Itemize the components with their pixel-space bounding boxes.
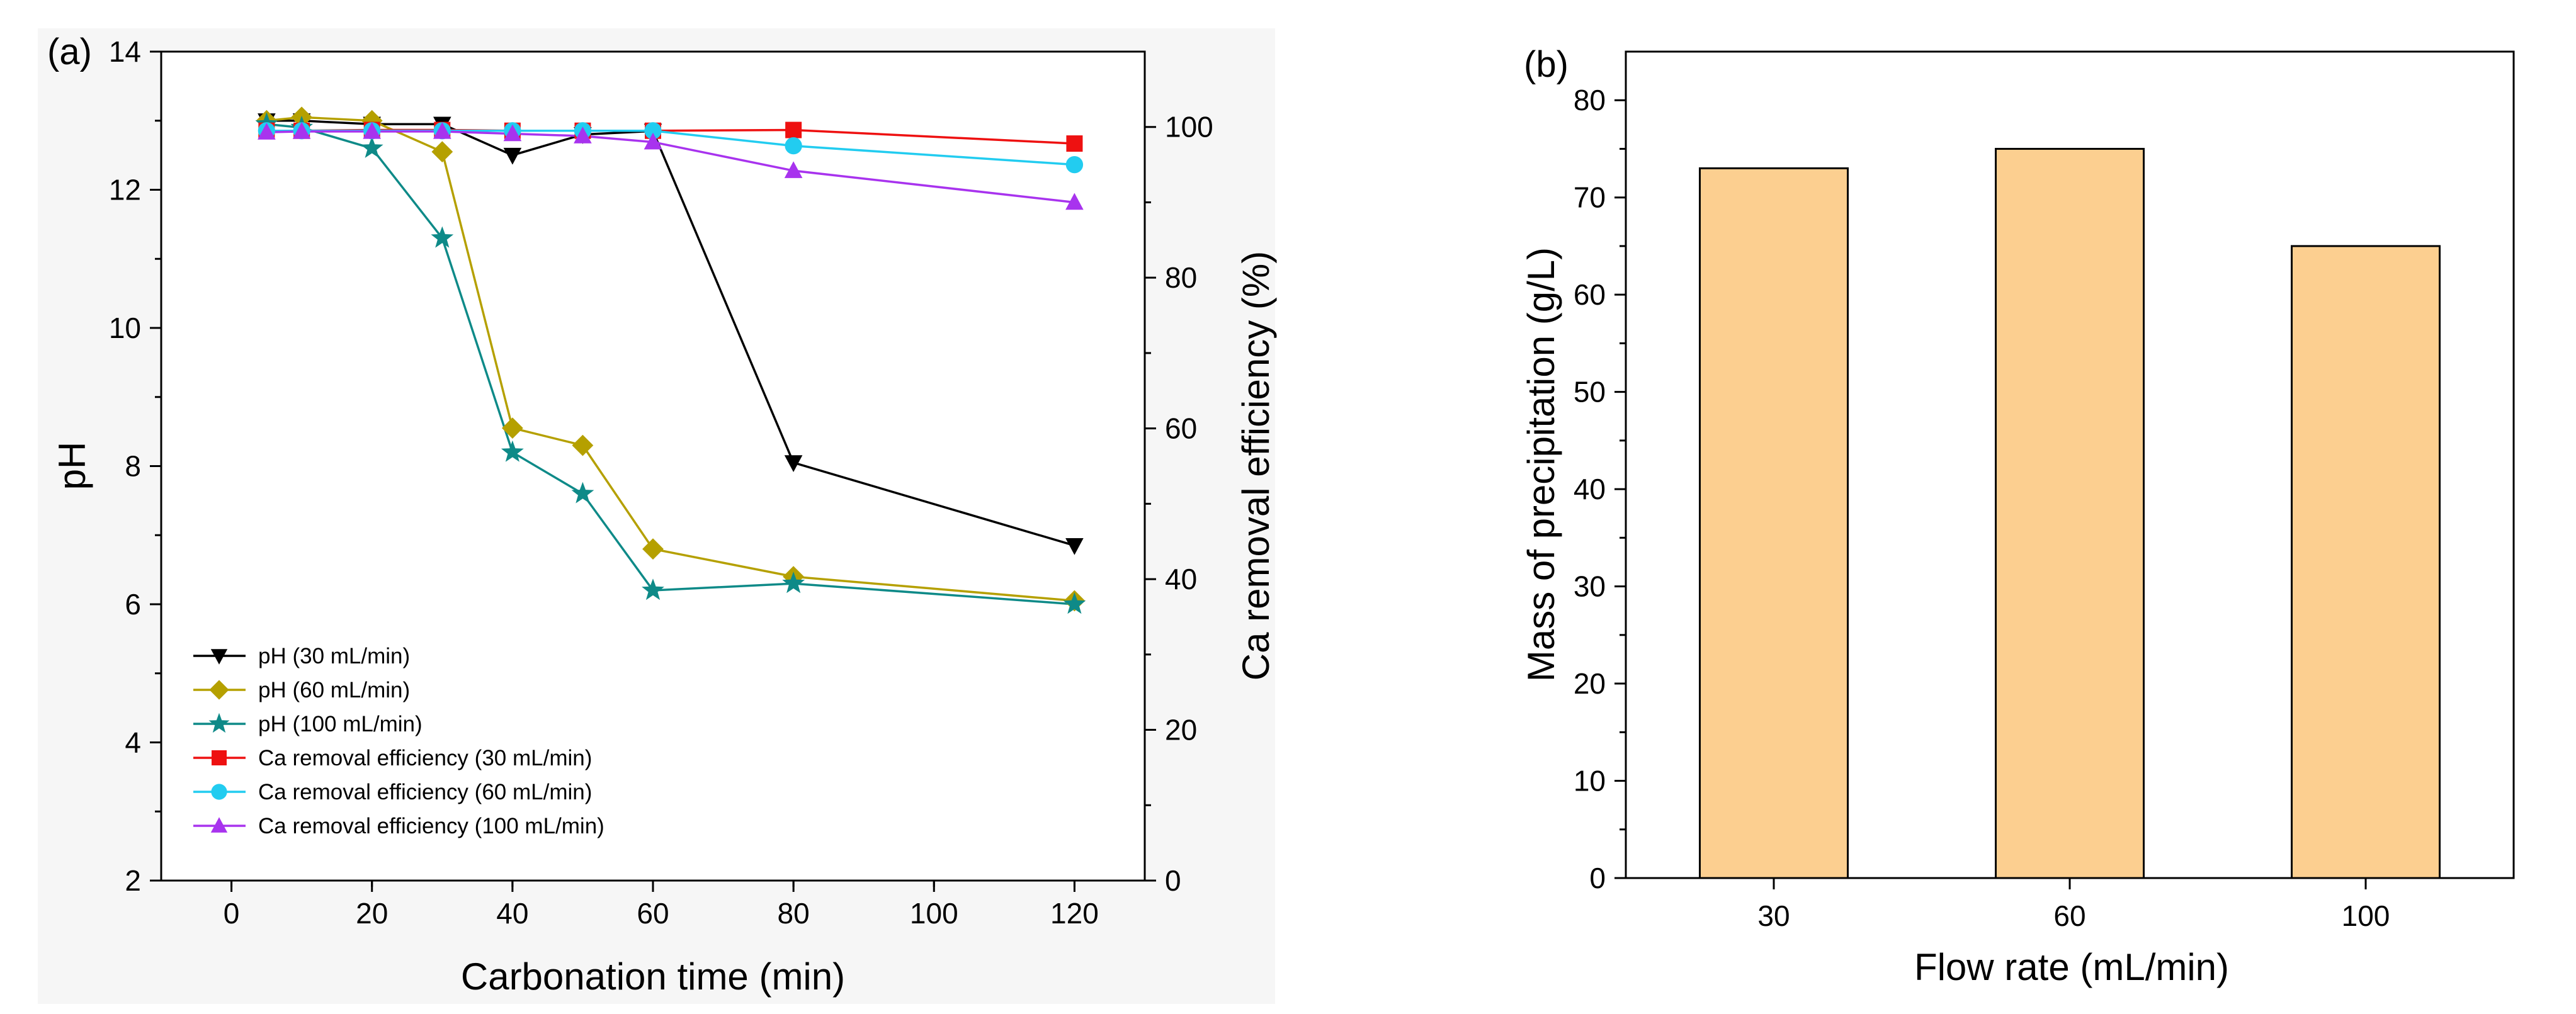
panel-a-series-5-point: [784, 161, 803, 178]
panel-b-x-tick-label: 60: [2053, 899, 2085, 932]
panel-a-series-4-point: [644, 122, 662, 140]
panel-a-x-tick-label: 60: [637, 897, 669, 930]
panel-a-legend: pH (30 mL/min) pH (60 mL/min) pH (100 mL/m…: [193, 644, 604, 838]
panel-a-y2-axis-title: Ca removal efficiency (%): [1235, 251, 1277, 680]
panel-a-series-1-point: [642, 538, 664, 560]
panel-a-series-0-point: [1065, 538, 1084, 555]
panel-b-bar-100: [2291, 245, 2441, 879]
legend-label-5: Ca removal efficiency (100 mL/min): [258, 814, 604, 838]
legend-marker-0: [210, 649, 228, 665]
panel-b-x-axis-title: Flow rate (mL/min): [1914, 946, 2229, 988]
panel-b-y-tick-label: 40: [1574, 473, 1606, 505]
panel-a-series-5-point: [292, 122, 311, 139]
legend-label-1: pH (60 mL/min): [258, 678, 410, 702]
panel-a-series-4-point: [785, 137, 802, 155]
panel-a-y2-tick-label: 100: [1165, 111, 1213, 144]
panel-b-axes: 0 10 20 30 40 50 60 70 80 30 60 100: [1574, 84, 2390, 932]
panel-a-chart: (a) 0 20 40 60 80 100 120 2 4 6 8 10 12 14 0 20 40 60 80 10…: [47, 31, 1277, 998]
panel-b-bar-30: [1699, 167, 1849, 879]
panel-a-y-tick-label: 8: [125, 450, 141, 483]
panel-a-series-2-point: [1063, 592, 1086, 614]
panel-a-series-5-point: [433, 122, 451, 139]
panel-b-bars: [1699, 147, 2441, 879]
panel-a-y2-tick-label: 0: [1165, 864, 1181, 897]
panel-a-x-axis-title: Carbonation time (min): [461, 955, 845, 998]
panel-a-series-5-point: [644, 132, 662, 150]
panel-a-series-2-point: [571, 482, 594, 504]
legend-marker-2: [208, 713, 230, 733]
panel-b-y-tick-label: 70: [1574, 181, 1606, 214]
panel-a-x-tick-label: 40: [496, 897, 528, 930]
panel-a-series-1-point: [431, 141, 453, 162]
panel-a-series-5-point: [1065, 193, 1084, 210]
legend-label-4: Ca removal efficiency (60 mL/min): [258, 780, 592, 804]
panel-a-series-2-point: [782, 572, 805, 594]
panel-b-bar-60: [1995, 147, 2145, 879]
panel-a-y-tick-label: 4: [125, 726, 141, 759]
legend-marker-5: [210, 817, 228, 833]
panel-a-series-5-point: [258, 123, 276, 140]
panel-a-y-axis-title: pH: [51, 442, 93, 490]
panel-a-y2-tick-label: 40: [1165, 563, 1197, 595]
panel-a-series-2-point: [642, 578, 664, 600]
panel-a-x-tick-label: 80: [778, 897, 810, 930]
panel-b-y-tick-label: 50: [1574, 376, 1606, 408]
legend-marker-3: [212, 750, 227, 765]
legend-label-0: pH (30 mL/min): [258, 644, 410, 668]
panel-a-y-tick-label: 2: [125, 864, 141, 897]
legend-marker-1: [209, 680, 229, 700]
panel-a-series-0-point: [784, 455, 803, 472]
panel-b-x-tick-label: 30: [1757, 899, 1790, 932]
panel-a-series-2-point: [431, 226, 454, 248]
legend-label-3: Ca removal efficiency (30 mL/min): [258, 746, 592, 770]
panel-a-series-1-point: [502, 417, 523, 439]
panel-b-y-tick-label: 10: [1574, 765, 1606, 797]
panel-a-series-4-point: [1065, 155, 1084, 174]
legend-label-2: pH (100 mL/min): [258, 712, 423, 736]
panel-a-y2-tick-label: 80: [1165, 261, 1197, 294]
panel-b-y-axis-title: Mass of precipitation (g/L): [1520, 247, 1562, 682]
panel-a-y2-tick-label: 60: [1165, 412, 1197, 445]
panel-a-plot-frame: [160, 50, 1146, 882]
panel-a-x-tick-label: 20: [356, 897, 388, 930]
panel-a-series-5-point: [503, 124, 522, 142]
panel-a-y-tick-label: 6: [125, 588, 141, 621]
panel-a-label: (a): [47, 31, 92, 72]
panel-a-x-tick-label: 100: [910, 897, 958, 930]
panel-a-x-tick-label: 0: [224, 897, 240, 930]
panel-a-y-tick-label: 14: [109, 35, 141, 68]
panel-b-y-tick-label: 80: [1574, 84, 1606, 116]
panel-a-series-2-point: [360, 136, 383, 158]
panel-b-y-tick-label: 30: [1574, 570, 1606, 603]
panel-a-y-tick-label: 12: [109, 174, 141, 206]
panel-b-y-tick-label: 20: [1574, 667, 1606, 700]
panel-a-axes: 0 20 40 60 80 100 120 2 4 6 8 10 12 14 0 20 40 60 80 100: [109, 35, 1213, 930]
legend-marker-4: [211, 784, 227, 800]
panel-a-series-5-point: [574, 127, 592, 144]
panel-a-series-3-point: [785, 121, 802, 138]
panel-a-y-tick-label: 10: [109, 312, 141, 344]
panel-a-series-1-point: [572, 434, 594, 456]
panel-b-x-tick-label: 100: [2342, 899, 2390, 932]
panel-b-y-tick-label: 60: [1574, 278, 1606, 311]
panel-a-x-tick-label: 120: [1050, 897, 1099, 930]
panel-a-series-3-point: [1066, 135, 1083, 152]
panel-b-chart: (b) 0 10 20 30 40 50 60 70 80 30 60 100 Flow rate (…: [1520, 44, 2515, 988]
panel-a-series-markers: [255, 106, 1086, 614]
panel-a-series-0-point: [503, 147, 522, 165]
panel-b-y-tick-label: 0: [1589, 862, 1606, 894]
panel-a-series-2-point: [501, 440, 524, 462]
panel-a-series-5-point: [363, 122, 381, 139]
panel-a-y2-tick-label: 20: [1165, 714, 1197, 746]
panel-b-label: (b): [1524, 44, 1569, 85]
